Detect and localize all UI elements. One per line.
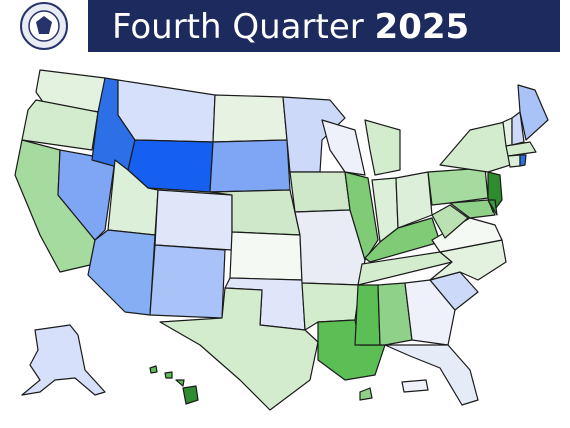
states [14,69,549,411]
header-title-text: Fourth Quarter [112,7,364,47]
state-md [449,199,496,219]
state-wy [127,139,214,193]
state-ct [507,154,521,168]
state-il [344,171,379,261]
state-hi-4 [182,385,199,405]
state-ks [229,231,303,281]
state-ri [519,154,527,167]
state-nd [212,94,288,143]
state-nh [511,111,525,146]
state-pr [401,379,429,393]
state-de [487,199,498,216]
state-pa [427,167,489,206]
state-hi-2 [164,371,173,379]
state-ky [364,217,441,263]
header-title: Fourth Quarter 2025 [112,7,469,47]
state-sd [209,139,291,193]
state-ma [505,141,537,157]
state-mi [364,119,401,176]
state-ak [21,324,106,396]
state-nc [429,239,507,281]
header-year: 2025 [375,7,470,47]
state-nm [149,244,226,319]
state-ia [289,171,351,213]
state-wi [321,119,366,176]
state-al [377,282,413,346]
state-ga [404,279,456,346]
state-hi-3 [175,379,185,387]
state-tx [159,287,319,411]
state-wv [431,204,469,239]
state-vi [359,387,373,401]
state-or [21,99,99,151]
header-band [88,0,560,52]
state-hi-1 [149,365,158,374]
state-co [154,189,233,251]
state-fl [384,344,479,406]
logo [20,2,68,50]
state-mn [282,96,346,173]
state-me [517,84,549,141]
state-ms [354,284,381,346]
logo-eagle [36,16,52,34]
